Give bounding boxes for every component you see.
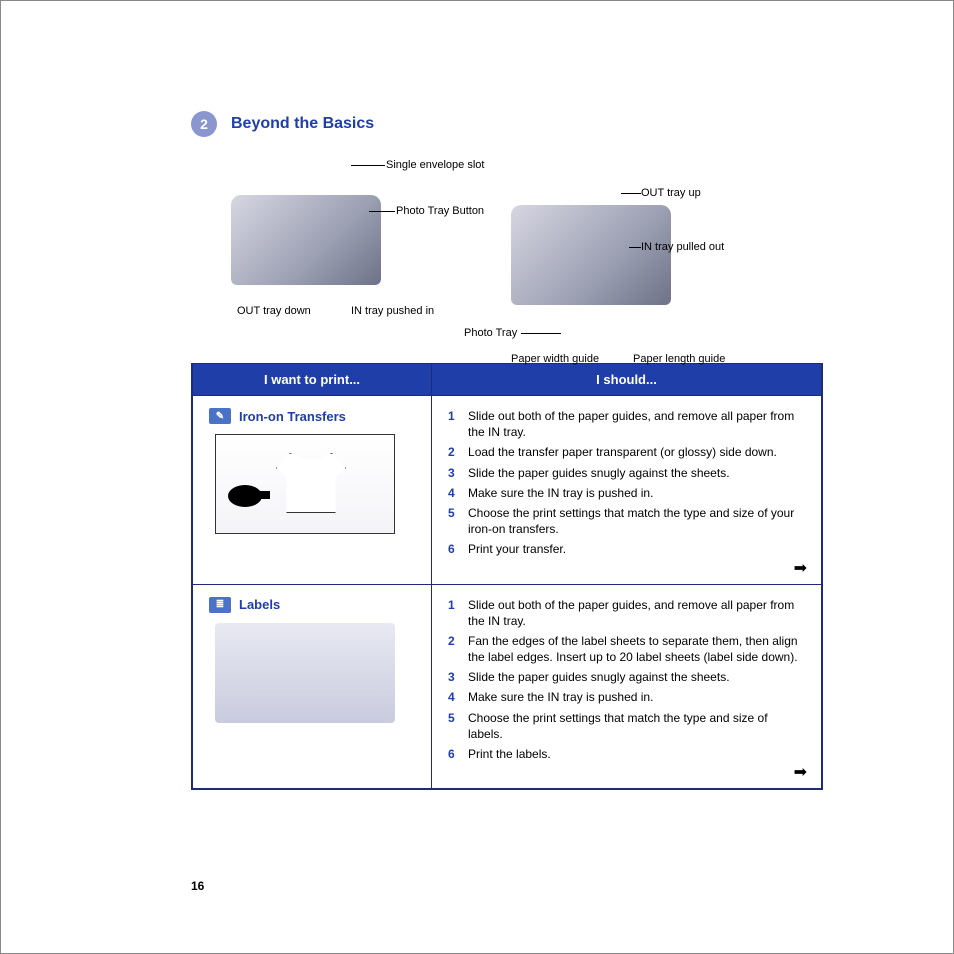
step-text: Choose the print settings that match the… [468,710,805,742]
step-item: 6 Print your transfer. [448,541,805,557]
tshirt-illustration [215,434,395,534]
step-text: Slide out both of the paper guides, and … [468,408,805,440]
tshirt-shape [276,453,346,513]
step-item: 5Choose the print settings that match th… [448,505,805,537]
printer-diagram: Single envelope slot Photo Tray Button O… [191,155,823,355]
instruction-table: I want to print... I should... ✎ Iron-on … [191,363,823,790]
label-photo-tray-button: Photo Tray Button [396,205,484,217]
table-header-right: I should... [432,364,822,396]
step-text: Slide the paper guides snugly against th… [468,669,730,685]
row-title: ✎ Iron-on Transfers [209,408,415,424]
table-header-left: I want to print... [193,364,432,396]
step-item: 4 Make sure the IN tray is pushed in. [448,485,805,501]
step-number: 6 [448,746,460,762]
step-number: 1 [448,408,460,440]
step-number: 4 [448,689,460,705]
step-item: 5Choose the print settings that match th… [448,710,805,742]
table-cell-left: ≣ Labels [193,584,432,789]
label-paper-length-guide: Paper length guide [633,353,725,365]
label-out-tray-up: OUT tray up [641,187,701,199]
step-text: Make sure the IN tray is pushed in. [468,689,653,705]
step-text: Choose the print settings that match the… [468,505,805,537]
step-text: Slide out both of the paper guides, and … [468,597,805,629]
step-text: Fan the edges of the label sheets to sep… [468,633,805,665]
leader-line [621,193,641,194]
step-number: 1 [448,597,460,629]
chapter-number-badge: 2 [191,111,217,137]
step-number: 6 [448,541,460,557]
step-number: 3 [448,669,460,685]
step-item: 1Slide out both of the paper guides, and… [448,597,805,629]
step-number: 2 [448,444,460,460]
step-text: Make sure the IN tray is pushed in. [468,485,653,501]
step-number: 3 [448,465,460,481]
leader-line [521,333,561,334]
table-cell-left: ✎ Iron-on Transfers [193,396,432,585]
continue-arrow-icon: ➡ [794,762,807,782]
label-in-tray-pulled-out: IN tray pulled out [641,241,724,253]
chapter-title: Beyond the Basics [231,115,374,133]
step-number: 4 [448,485,460,501]
continue-arrow-icon: ➡ [794,558,807,578]
step-number: 5 [448,505,460,537]
page-number: 16 [191,879,204,893]
table-cell-right: 1Slide out both of the paper guides, and… [432,584,822,789]
step-item: 2 Load the transfer paper transparent (or… [448,444,805,460]
step-item: 6 Print the labels. [448,746,805,762]
step-text: Print your transfer. [468,541,566,557]
leader-line [351,165,385,166]
labels-tray-illustration [215,623,395,723]
page: 2 Beyond the Basics Single envelope slot… [0,0,954,954]
projector-shape [228,485,262,507]
labels-icon: ≣ [209,597,231,613]
step-item: 3 Slide the paper guides snugly against t… [448,669,805,685]
row-title-text: Labels [239,597,280,612]
step-item: 1Slide out both of the paper guides, and… [448,408,805,440]
printer-illustration-right [511,205,671,305]
table-row: ✎ Iron-on Transfers 1Slide out both of the… [193,396,822,585]
iron-on-icon: ✎ [209,408,231,424]
label-in-tray-pushed-in: IN tray pushed in [351,305,434,317]
row-title: ≣ Labels [209,597,415,613]
label-paper-width-guide: Paper width guide [511,353,599,365]
step-text: Print the labels. [468,746,551,762]
leader-line [369,211,395,212]
label-single-envelope-slot: Single envelope slot [386,159,484,171]
leader-line [629,247,641,248]
step-item: 3 Slide the paper guides snugly against t… [448,465,805,481]
label-out-tray-down: OUT tray down [237,305,311,317]
step-text: Load the transfer paper transparent (or … [468,444,777,460]
label-photo-tray: Photo Tray [464,327,517,339]
steps-list: 1Slide out both of the paper guides, and… [448,408,805,558]
step-item: 4 Make sure the IN tray is pushed in. [448,689,805,705]
step-text: Slide the paper guides snugly against th… [468,465,730,481]
chapter-header: 2 Beyond the Basics [191,111,823,137]
step-number: 2 [448,633,460,665]
row-title-text: Iron-on Transfers [239,409,346,424]
printer-illustration-left [231,195,381,285]
table-row: ≣ Labels 1Slide out both of the paper guid… [193,584,822,789]
table-cell-right: 1Slide out both of the paper guides, and… [432,396,822,585]
steps-list: 1Slide out both of the paper guides, and… [448,597,805,763]
step-item: 2Fan the edges of the label sheets to se… [448,633,805,665]
step-number: 5 [448,710,460,742]
